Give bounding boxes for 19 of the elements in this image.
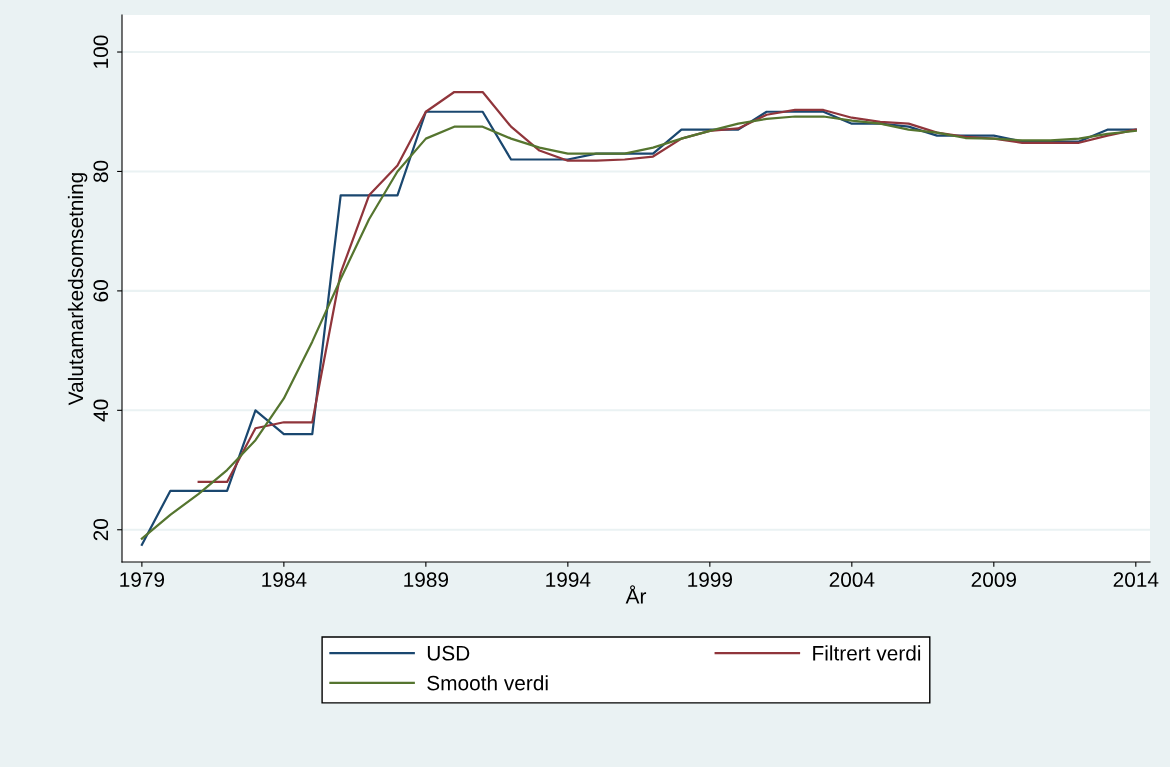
x-tick-label: 1994	[546, 572, 591, 588]
y-axis-title: Valutamarkedsomsetning	[67, 173, 88, 406]
y-tick-label: 100	[93, 35, 109, 68]
x-tick-label: 1999	[688, 572, 733, 588]
x-tick-label: 2004	[829, 572, 875, 588]
x-tick-label: 1984	[262, 572, 307, 588]
legend-label: Filtrert verdi	[813, 645, 921, 661]
x-tick-label: 1979	[120, 572, 165, 588]
y-tick-label: 80	[93, 160, 109, 183]
x-tick-label: 2009	[971, 572, 1016, 588]
legend-label: USD	[427, 645, 470, 661]
y-tick-label: 40	[93, 399, 109, 422]
y-tick-label: 20	[93, 518, 109, 541]
y-tick-label: 60	[93, 280, 109, 302]
x-tick-label: 1989	[404, 572, 449, 588]
line-series	[197, 90, 1137, 484]
x-tick-label: 2014	[1113, 572, 1159, 588]
legend-label: Smooth verdi	[427, 675, 548, 691]
x-axis-title: År	[625, 585, 647, 604]
